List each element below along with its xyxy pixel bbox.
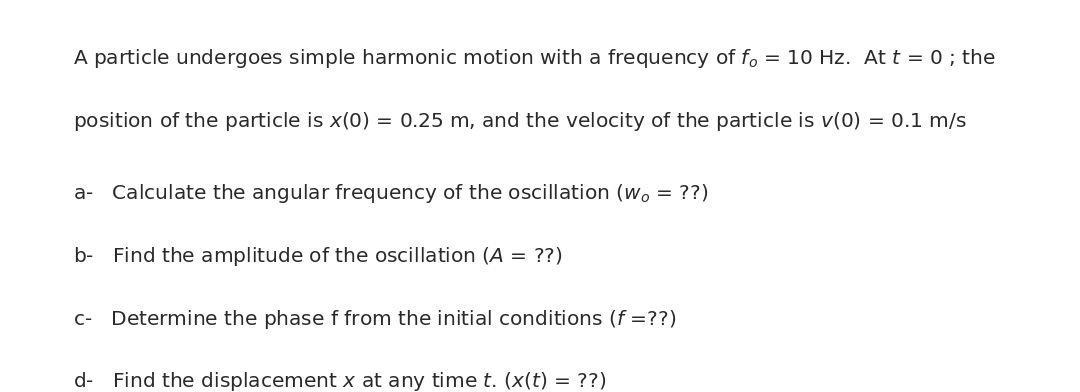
Text: A particle undergoes simple harmonic motion with a frequency of $f_o$ = 10 Hz.  : A particle undergoes simple harmonic mot… (73, 47, 996, 70)
Text: position of the particle is $x$(0) = 0.25 m, and the velocity of the particle is: position of the particle is $x$(0) = 0.2… (73, 110, 968, 133)
Text: c-   Determine the phase f from the initial conditions ($f$ =??): c- Determine the phase f from the initia… (73, 308, 677, 331)
Text: a-   Calculate the angular frequency of the oscillation ($w_o$ = ??): a- Calculate the angular frequency of th… (73, 182, 708, 205)
Text: b-   Find the amplitude of the oscillation ($A$ = ??): b- Find the amplitude of the oscillation… (73, 245, 563, 268)
Text: d-   Find the displacement $x$ at any time $t$. ($x$($t$) = ??): d- Find the displacement $x$ at any time… (73, 370, 607, 392)
